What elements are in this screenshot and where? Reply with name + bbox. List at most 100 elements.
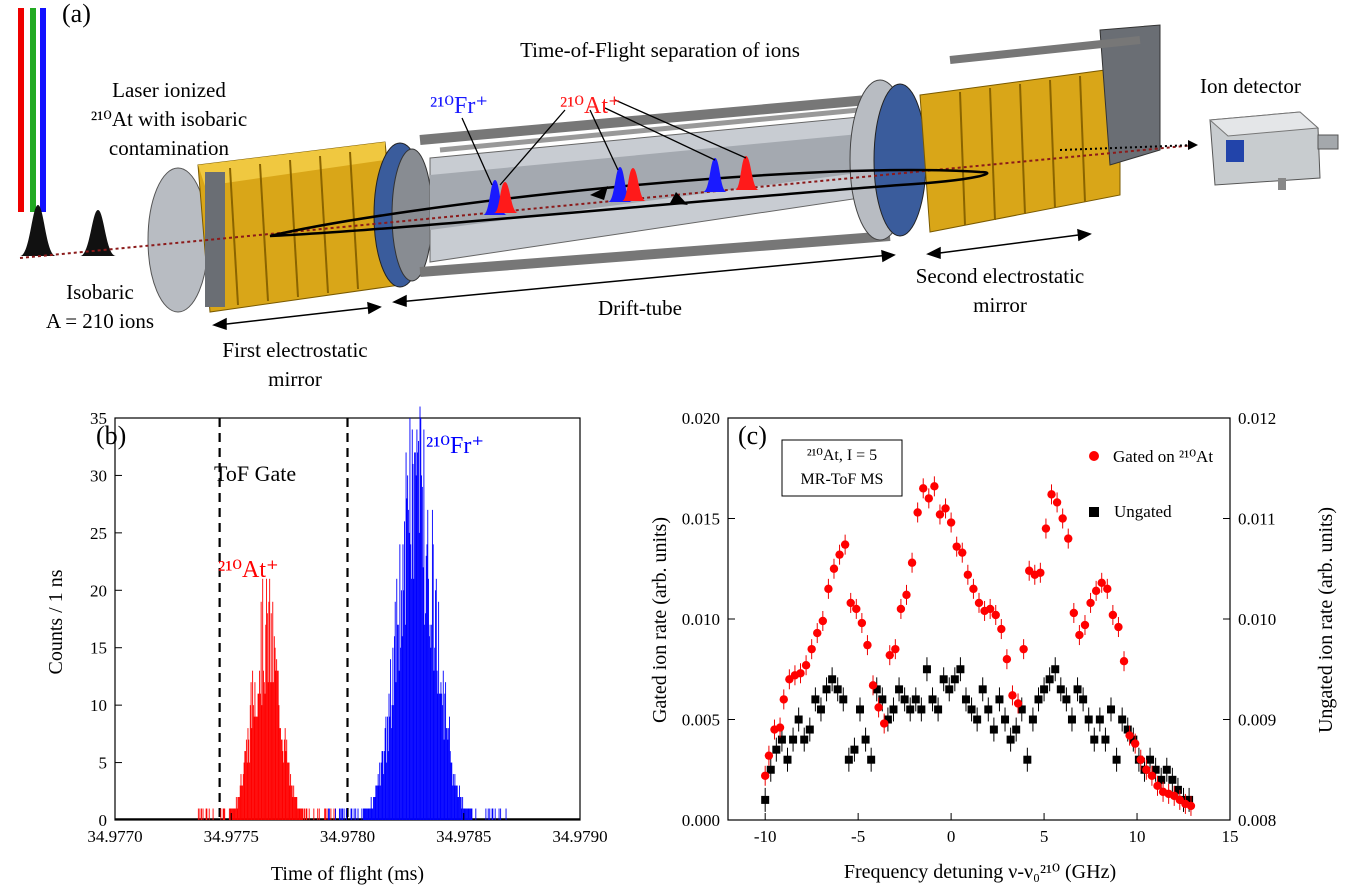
- ungated-point: [811, 695, 820, 704]
- hist-bar: [386, 762, 388, 820]
- at-ion-label: ²¹⁰At⁺: [560, 93, 621, 119]
- hist-bar: [240, 774, 242, 820]
- ungated-point: [1129, 735, 1138, 744]
- ungated-point: [861, 735, 870, 744]
- hist-bar: [208, 808, 210, 820]
- hist-bar: [425, 555, 427, 820]
- hist-bar: [411, 578, 412, 820]
- hist-bar: [292, 797, 294, 820]
- hist-bar: [424, 624, 426, 820]
- hist-bar: [245, 751, 247, 820]
- hist-bar: [253, 716, 255, 820]
- hist-bar: [421, 486, 423, 820]
- gated-point: [846, 598, 855, 608]
- hist-bar: [456, 785, 458, 820]
- hist-bar: [301, 808, 303, 820]
- ion-bunch-2: [80, 210, 116, 256]
- hist-bar: [406, 498, 408, 820]
- hist-bar: [442, 705, 443, 820]
- gated-point: [891, 644, 900, 654]
- second-mirror-label: Second electrostatic mirror: [915, 264, 1085, 317]
- hist-bar: [367, 808, 369, 820]
- gated-point: [1052, 498, 1062, 507]
- hist-bar: [378, 785, 380, 820]
- hist-bar: [272, 601, 274, 820]
- hist-bar: [422, 567, 424, 820]
- c-ytick-left-label: 0.010: [682, 610, 720, 629]
- hist-bar: [431, 509, 433, 820]
- ion-beam-axis: [19, 144, 1196, 259]
- gated-point: [974, 598, 984, 608]
- ungated-point: [1107, 705, 1116, 714]
- hist-bar: [438, 601, 440, 820]
- hist-bar: [283, 762, 285, 820]
- hist-bar: [317, 808, 319, 820]
- hist-bar: [369, 808, 371, 820]
- hist-bar: [260, 601, 262, 820]
- hist-bar: [239, 785, 241, 820]
- hist-bar: [328, 808, 330, 820]
- hist-bar: [412, 463, 414, 820]
- axis-ticks-b: 34.9770 34.9775 34.9780 34.9785 34.9790 0 5 10 1…: [87, 409, 607, 846]
- hist-bar: [302, 808, 304, 820]
- hist-bar: [287, 762, 289, 820]
- hist-bar: [420, 418, 422, 820]
- ungated-point: [1123, 725, 1132, 734]
- hist-bar: [419, 406, 421, 820]
- hist-bar: [448, 728, 450, 820]
- hist-bar: [498, 808, 500, 820]
- hist-bar: [455, 785, 457, 820]
- hist-bar: [223, 808, 225, 820]
- hist-bar: [268, 601, 270, 820]
- hist-bar: [399, 544, 401, 820]
- hist-bar: [364, 808, 366, 820]
- hist-bar: [242, 785, 243, 820]
- ungated-point: [917, 705, 926, 714]
- hist-bar: [398, 670, 400, 820]
- ungated-point: [995, 695, 1004, 704]
- ungated-point: [816, 705, 825, 714]
- hist-bar: [252, 705, 254, 820]
- ion-trajectory: [269, 168, 989, 238]
- gated-point: [935, 510, 945, 519]
- hist-bar: [469, 808, 471, 820]
- b-xtick-label: 34.9775: [204, 827, 259, 846]
- gated-point: [840, 540, 850, 549]
- gated-point: [1019, 644, 1028, 654]
- hist-bar: [326, 808, 328, 820]
- ungated-point: [967, 705, 976, 714]
- hist-bar: [228, 808, 230, 820]
- ungated-point: [1045, 675, 1054, 684]
- first-electrostatic-mirror: [147, 141, 433, 313]
- ungated-point: [1073, 685, 1082, 694]
- laser-beam-green: [30, 8, 36, 212]
- hist-bar: [455, 785, 457, 820]
- hist-bar: [324, 808, 326, 820]
- hist-bar: [415, 475, 417, 820]
- gated-point: [818, 616, 828, 626]
- hist-bar: [451, 762, 453, 820]
- hist-bar: [335, 808, 336, 820]
- hist-bar: [381, 751, 383, 820]
- c-ytick-left-label: 0.020: [682, 409, 720, 428]
- hist-bar: [212, 808, 214, 820]
- gated-point: [1147, 771, 1157, 780]
- hist-bar: [452, 774, 454, 820]
- hist-bar: [494, 808, 496, 820]
- gated-point: [796, 669, 805, 678]
- gated-point: [958, 548, 967, 557]
- ungated-point: [1090, 735, 1099, 744]
- gated-point: [1186, 801, 1196, 811]
- gated-point: [1153, 781, 1162, 791]
- c-xlabel: Frequency detuning ν-ν₀²¹⁰ (GHz): [843, 861, 1117, 883]
- hist-bar: [294, 797, 296, 820]
- hist-bar: [428, 578, 429, 820]
- fr-peak-label: ²¹⁰Fr⁺: [426, 433, 485, 459]
- gated-point: [1047, 490, 1056, 499]
- gated-point: [963, 570, 973, 579]
- gated-point: [801, 661, 811, 670]
- c-ytick-left-label: 0.015: [682, 510, 720, 529]
- hist-bar: [432, 544, 434, 820]
- hist-bar: [485, 808, 487, 820]
